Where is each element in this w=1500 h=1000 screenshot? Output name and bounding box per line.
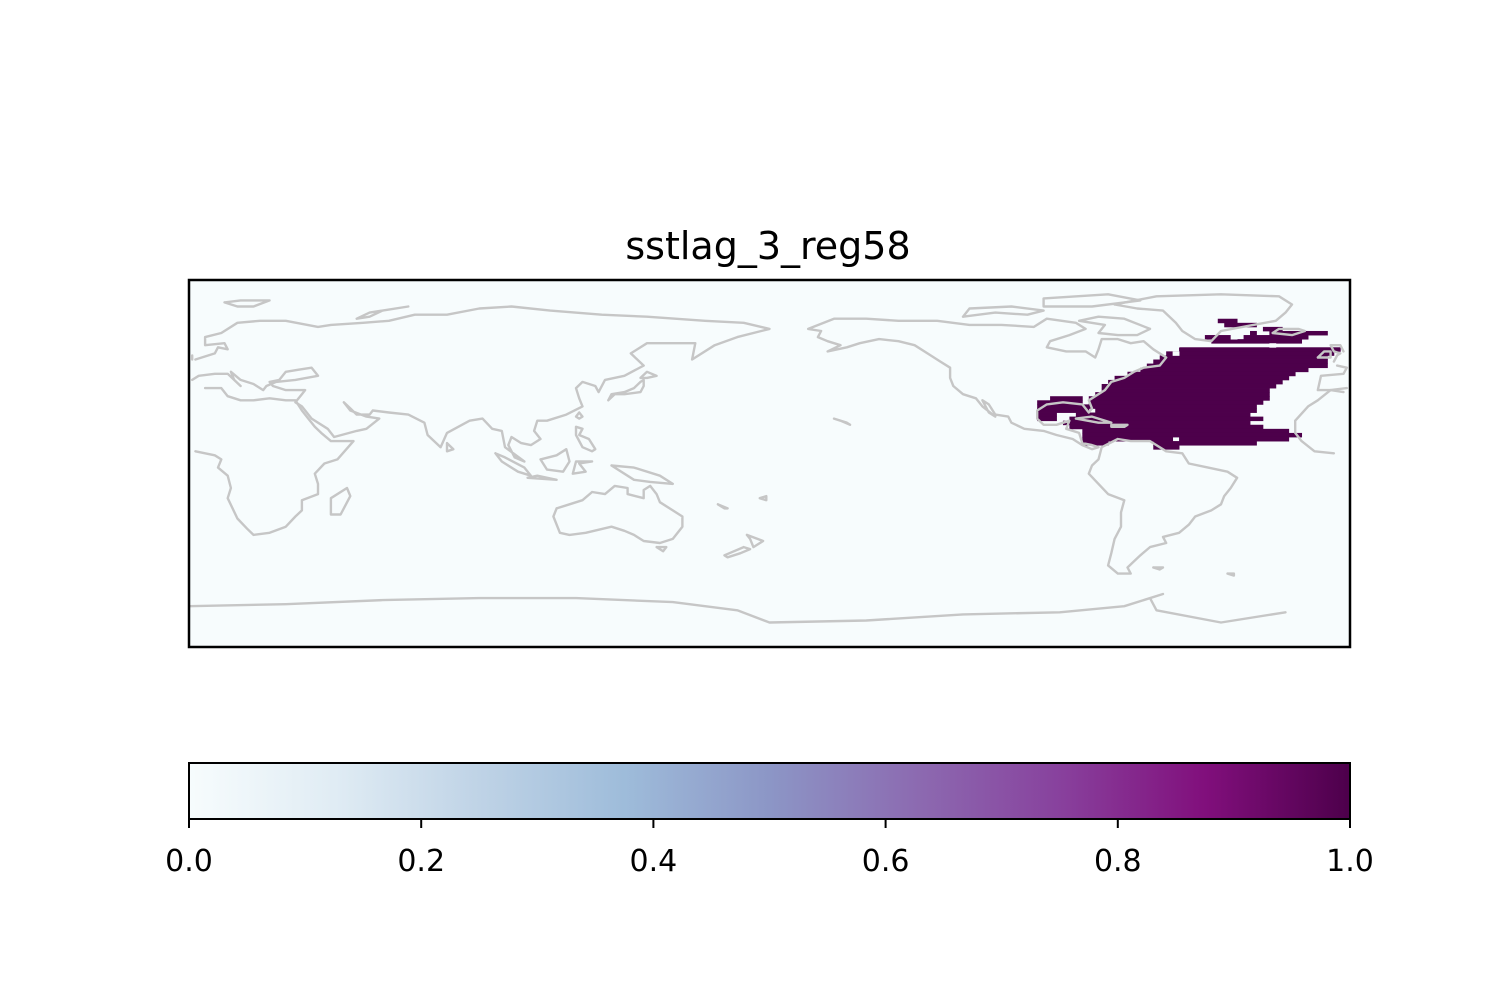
coastline-hokkaido — [639, 370, 658, 380]
coastline-new-guinea — [610, 464, 674, 486]
chart-title: sstlag_3_reg58 — [625, 224, 910, 268]
region-cell-row — [1127, 371, 1296, 377]
region-gap-cell — [1269, 343, 1277, 348]
region-cell-row — [1153, 445, 1180, 450]
coastline-sumatra — [494, 452, 533, 477]
region-cell-row — [1262, 326, 1283, 332]
coastline-hawaii — [832, 417, 852, 426]
region-cell-row — [1159, 355, 1328, 360]
region-cell-row — [1062, 420, 1251, 426]
coastline-novaya-zemlya — [355, 305, 410, 320]
region-cell-row — [1140, 367, 1309, 373]
region-cell-row — [1114, 375, 1290, 381]
region-cell-row — [1243, 335, 1309, 340]
coastline-svalbard — [223, 299, 271, 308]
region-cell-row — [1153, 441, 1257, 446]
region-cell-row — [1037, 416, 1057, 422]
colorbar-ticks: 0.0 0.2 0.4 0.6 0.8 1.0 — [165, 819, 1374, 879]
coastline-hispaniola — [1110, 423, 1129, 428]
coastline-new-zealand-north — [745, 533, 765, 549]
region-gap-cell — [1172, 335, 1180, 340]
coastline-sulawesi — [571, 460, 594, 475]
colorbar: 0.0 0.2 0.4 0.6 0.8 1.0 — [165, 762, 1374, 879]
coastline-antarctica — [189, 592, 1287, 624]
colorbar-gradient — [189, 763, 1350, 819]
map-frame — [187, 278, 1352, 649]
coastline-ellesmere — [1042, 293, 1142, 308]
map-panel — [189, 280, 1350, 647]
coastline-africa — [194, 386, 1345, 537]
region-cell-row — [1095, 392, 1270, 397]
region-cell-row — [1101, 388, 1270, 393]
coastline-north-america — [807, 317, 1168, 451]
coastline-tasmania — [655, 545, 668, 553]
coastline-falklands — [1152, 566, 1165, 571]
coastline-great-britain — [191, 344, 1345, 363]
region-cell-row — [1217, 318, 1238, 324]
region-gap-cell — [1172, 351, 1180, 356]
coastline-fiji — [758, 494, 768, 502]
region-cell-row — [1204, 335, 1232, 340]
region-cell-row — [1082, 436, 1174, 442]
colorbar-tick-label: 0.2 — [397, 844, 445, 879]
coastline-australia — [552, 484, 684, 545]
colorbar-tick-label: 0.8 — [1094, 844, 1142, 879]
coastline-canadian-archipelago — [961, 305, 1045, 318]
coastline-japan — [607, 378, 645, 402]
region-cell-row — [1108, 379, 1283, 385]
coastline-java — [526, 474, 558, 481]
coastline-cuba — [1074, 415, 1113, 424]
colorbar-tick-label: 0.0 — [165, 844, 213, 879]
region-cell-row — [1146, 363, 1328, 369]
region-cell-row — [1037, 404, 1257, 409]
region-cell-row — [1088, 400, 1264, 405]
coastline-taiwan — [574, 411, 584, 420]
coastline-new-zealand-south — [723, 545, 752, 559]
region-cell-row — [1166, 351, 1335, 356]
coastline-greenland — [1113, 293, 1294, 343]
colorbar-frame — [188, 762, 1351, 820]
region-cell-row — [1082, 428, 1290, 434]
region-cell-row — [1082, 441, 1109, 446]
region-cell-row — [1037, 412, 1057, 418]
colorbar-tick-label: 0.4 — [630, 844, 678, 879]
region-cell-row — [1224, 322, 1257, 328]
region-cell-row — [1069, 416, 1264, 422]
coastline-baffin-island — [1077, 315, 1152, 337]
region-cell-row — [1153, 359, 1328, 364]
region-cell-row — [1095, 408, 1257, 413]
region-cell-row — [1179, 436, 1290, 442]
region-gap-cell — [1172, 343, 1180, 348]
region-cell-row — [1179, 347, 1341, 352]
region-reg58 — [1037, 318, 1341, 450]
region-cell-row — [1037, 408, 1090, 413]
region-cell-row — [1050, 396, 1083, 401]
coastline-iceland — [1271, 327, 1307, 337]
coastline-ireland — [1316, 350, 1332, 359]
coastline-philippines — [574, 425, 597, 453]
region-cell-row — [1101, 383, 1277, 389]
ocean-background — [189, 280, 1350, 647]
region-cell-row — [1069, 424, 1264, 430]
region-cell-row — [1211, 339, 1303, 344]
region-cell-row — [1088, 396, 1270, 401]
coastlines — [189, 293, 1348, 624]
colorbar-tick-label: 0.6 — [862, 844, 910, 879]
coastline-borneo — [539, 448, 571, 473]
region-gap-cell — [1230, 335, 1238, 340]
coastline-sri-lanka — [445, 441, 455, 453]
region-cell-row — [1082, 432, 1303, 438]
coastline-madagascar — [329, 486, 352, 516]
coastline-south-america — [1087, 437, 1239, 575]
coastline-new-caledonia — [716, 503, 729, 510]
colorbar-tick-label: 1.0 — [1326, 844, 1374, 879]
region-cell-row — [1250, 330, 1257, 336]
region-cell-row — [1075, 412, 1251, 418]
coastline-south-georgia — [1226, 572, 1236, 577]
